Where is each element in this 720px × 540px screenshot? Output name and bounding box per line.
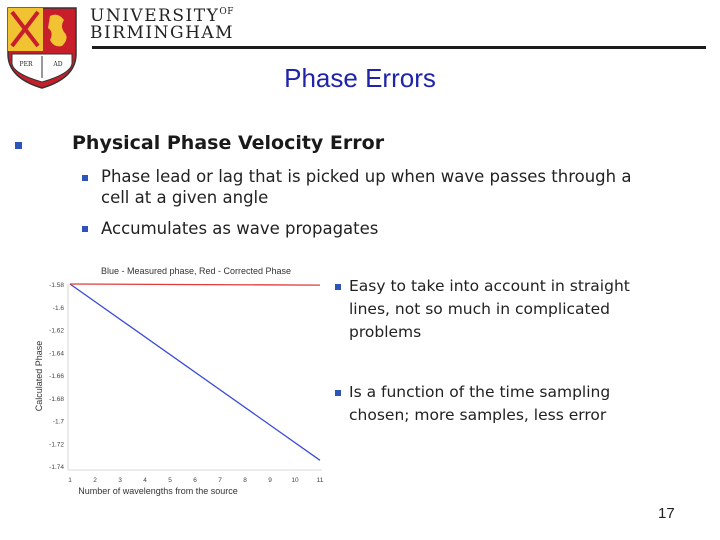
- university-crest-logo: PER AD: [7, 7, 77, 89]
- phase-chart: Blue - Measured phase, Red - Corrected P…: [34, 266, 324, 496]
- level1-heading: Physical Phase Velocity Error: [72, 132, 385, 154]
- svg-text:PER: PER: [20, 61, 33, 68]
- y-tick-label: -1.72: [49, 441, 64, 448]
- y-tick-label: -1.74: [49, 464, 64, 471]
- bullet-marker: [82, 175, 88, 181]
- x-tick-label: 5: [168, 477, 172, 484]
- x-tick-labels: 1 2 3 4 5 6 7 8 9 10 11: [68, 477, 324, 484]
- y-axis-label: Calculated Phase: [34, 341, 44, 412]
- y-tick-label: -1.64: [49, 350, 64, 357]
- bullet-marker: [335, 390, 341, 396]
- x-tick-label: 11: [317, 477, 324, 484]
- series-line-2: [69, 283, 321, 286]
- bullet-marker: [15, 142, 22, 149]
- x-tick-label: 2: [93, 477, 97, 484]
- x-tick-label: 8: [243, 477, 247, 484]
- x-tick-label: 4: [143, 477, 147, 484]
- bullet-marker: [82, 226, 88, 232]
- y-tick-label: -1.68: [49, 396, 64, 403]
- chart-title: Blue - Measured phase, Red - Corrected P…: [101, 266, 291, 276]
- x-tick-label: 6: [193, 477, 197, 484]
- y-tick-label: -1.62: [49, 328, 64, 335]
- y-tick-label: -1.66: [49, 373, 64, 380]
- university-name-line1: UNIVERSITYOF: [90, 6, 234, 26]
- x-tick-label: 10: [291, 477, 299, 484]
- y-tick-label: -1.6: [53, 305, 65, 312]
- sub-bullet-text: Accumulates as wave propagates: [101, 219, 379, 238]
- y-tick-label: -1.7: [53, 419, 65, 426]
- right-bullet-text: Easy to take into account in straight li…: [349, 277, 630, 341]
- x-tick-label: 9: [268, 477, 272, 484]
- series-line-1: [69, 283, 321, 461]
- slide-title: Phase Errors: [284, 63, 436, 93]
- svg-text:AD: AD: [52, 61, 62, 68]
- y-tick-labels: -1.58 -1.6 -1.62 -1.64 -1.66 -1.68 -1.7 -1.72 -1…: [49, 282, 64, 471]
- bullet-marker: [335, 284, 341, 290]
- sub-bullet-text: Phase lead or lag that is picked up when…: [101, 167, 632, 207]
- x-tick-label: 3: [118, 477, 122, 484]
- right-bullet-text: Is a function of the time sampling chose…: [349, 383, 611, 424]
- series-layer: [69, 283, 321, 461]
- page-number: 17: [658, 505, 675, 522]
- x-tick-label: 7: [218, 477, 222, 484]
- x-tick-label: 1: [68, 477, 72, 484]
- y-tick-label: -1.58: [49, 282, 64, 289]
- university-name-line2: BIRMINGHAM: [90, 23, 235, 43]
- header-divider: [92, 46, 706, 49]
- x-axis-label: Number of wavelengths from the source: [78, 486, 238, 496]
